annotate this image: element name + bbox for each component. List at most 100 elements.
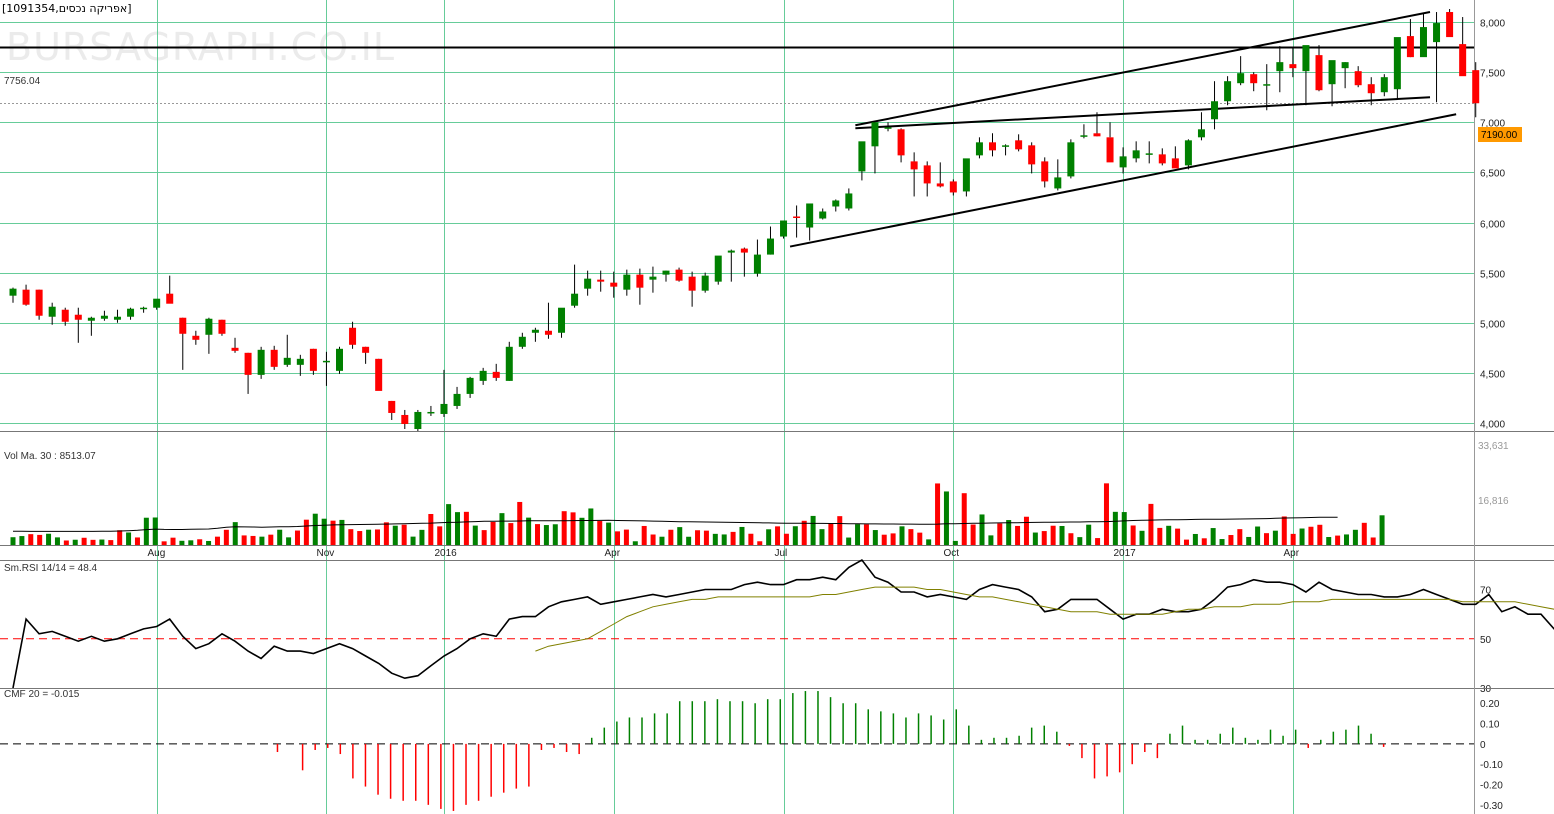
candle	[753, 239, 761, 277]
volume-bar	[872, 530, 878, 545]
candle	[701, 272, 709, 293]
volume-bar	[1317, 524, 1323, 545]
candle	[349, 321, 357, 349]
candle-body	[1237, 73, 1245, 84]
candle-body	[662, 270, 670, 275]
volume-bar	[312, 513, 318, 545]
volume-bar	[543, 525, 549, 545]
volume-bar	[1370, 537, 1376, 545]
candle-body	[1132, 150, 1140, 159]
candle	[571, 264, 579, 308]
volume-bar	[54, 537, 60, 545]
volume-bar	[428, 513, 434, 545]
volume-bar	[1237, 529, 1243, 545]
candle	[584, 270, 592, 296]
volume-bar	[472, 525, 478, 545]
candle	[793, 205, 801, 238]
candle	[897, 128, 905, 163]
candle	[1250, 72, 1258, 92]
cmf-tick-label: -0.20	[1480, 781, 1503, 792]
candle-body	[9, 288, 17, 296]
volume-bar	[828, 523, 834, 545]
candle	[845, 188, 853, 211]
candle-body	[832, 200, 840, 207]
candle-body	[793, 216, 801, 219]
candle-body	[22, 289, 30, 305]
volume-bar	[81, 537, 87, 545]
candle	[1132, 141, 1140, 163]
volume-bar	[721, 534, 727, 545]
volume-bar	[392, 525, 398, 545]
candle	[597, 270, 605, 292]
candle-body	[989, 142, 996, 151]
candle-body	[375, 358, 383, 391]
volume-bar	[1326, 537, 1332, 545]
candle-body	[727, 250, 735, 253]
x-axis-label: Aug	[148, 548, 166, 559]
candle-body	[1341, 62, 1349, 69]
resistance-label: 7756.04	[4, 76, 41, 87]
volume-bar	[37, 534, 43, 545]
candle	[936, 162, 944, 188]
volume-bar	[481, 530, 487, 545]
candle-body	[610, 282, 618, 287]
candle	[518, 332, 526, 349]
candle	[740, 247, 748, 277]
volume-bar	[303, 519, 309, 545]
candle	[1067, 139, 1075, 179]
candle-body	[283, 357, 291, 365]
candle	[1237, 56, 1245, 86]
cmf-panel-title: CMF 20 = -0.015	[4, 689, 80, 700]
candle-body	[1433, 23, 1441, 43]
volume-bar	[855, 524, 861, 545]
x-axis-label: Apr	[605, 548, 621, 559]
candle	[453, 386, 461, 409]
candle-body	[492, 371, 500, 378]
candle-body	[35, 289, 43, 316]
candle	[962, 158, 970, 197]
candle-body	[1224, 81, 1232, 102]
candle-body	[453, 393, 461, 406]
candle	[401, 409, 409, 429]
volume-bar	[1219, 539, 1225, 545]
volume-bar	[552, 524, 558, 545]
candle-body	[871, 122, 879, 147]
candle-body	[1080, 135, 1088, 137]
volume-bar	[1183, 539, 1189, 545]
volume-bar	[143, 517, 149, 545]
volume-bar	[881, 534, 887, 545]
volume-bar	[846, 537, 852, 545]
volume-bar	[1210, 528, 1216, 545]
volume-bar	[686, 536, 692, 545]
candle	[140, 306, 148, 313]
candle-body	[780, 220, 788, 237]
candle-body	[1041, 161, 1049, 182]
candle-body	[336, 348, 343, 371]
candle	[871, 122, 879, 174]
volume-bar	[917, 532, 923, 545]
volume-bar	[517, 501, 523, 545]
candle	[1341, 62, 1349, 89]
volume-bar	[837, 516, 843, 545]
volume-bar	[232, 522, 238, 545]
volume-bar	[170, 537, 176, 545]
price-tick-label: 4,000	[1480, 420, 1505, 431]
volume-bar	[1059, 525, 1065, 545]
candle-body	[1459, 44, 1467, 77]
candle-body	[166, 293, 174, 304]
candle-body	[753, 254, 761, 274]
candle	[1015, 134, 1023, 152]
candle	[414, 409, 422, 431]
candle-body	[949, 181, 957, 193]
volume-bar	[1006, 520, 1012, 545]
symbol-label: [1091354,אפריקה נכסים]	[2, 2, 132, 15]
candle-body	[505, 346, 513, 381]
volume-bar	[490, 521, 496, 545]
candle	[1446, 9, 1454, 38]
candle	[1315, 45, 1323, 92]
candle-body	[518, 336, 526, 347]
candle-body	[362, 346, 370, 353]
candle	[257, 346, 265, 379]
candle	[309, 348, 317, 375]
